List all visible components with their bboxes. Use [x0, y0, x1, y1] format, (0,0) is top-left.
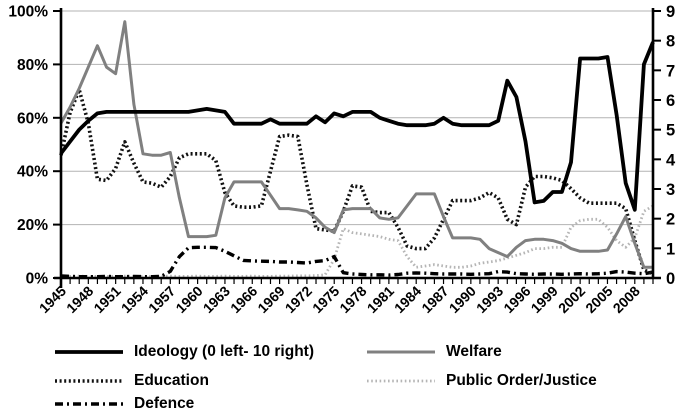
x-tick-label-1972: 1972 [282, 283, 315, 316]
x-tick-label-2008: 2008 [610, 283, 643, 316]
x-tick-label-1969: 1969 [254, 283, 287, 316]
y-right-label-5: 5 [666, 122, 675, 140]
legend-item-ideology: Ideology (0 left- 10 right) [53, 343, 314, 361]
y-right-label-4: 4 [666, 151, 676, 169]
x-tick-label-1981: 1981 [364, 283, 397, 316]
line-chart: 1945194819511954195719601963196619691972… [8, 3, 676, 316]
x-tick-label-1993: 1993 [473, 283, 506, 316]
x-tick-label-1987: 1987 [418, 283, 451, 316]
series-line-public-order-justice [61, 204, 654, 278]
y-right-label-0: 0 [666, 270, 675, 288]
y-left-label-60%: 60% [17, 110, 48, 127]
legend-label-public-order: Public Order/Justice [446, 372, 597, 389]
y-right-label-2: 2 [666, 211, 675, 229]
legend-item-education: Education [53, 372, 209, 390]
x-tick-label-1948: 1948 [63, 283, 96, 316]
defence-line-sample [55, 402, 123, 406]
legend-item-defence: Defence [53, 395, 194, 413]
x-tick-label-1951: 1951 [90, 283, 123, 316]
y-left-label-0%: 0% [26, 271, 49, 288]
y-right-label-3: 3 [666, 181, 675, 199]
series-line-ideology-left-right- [59, 41, 655, 212]
x-tick-label-1996: 1996 [500, 283, 533, 316]
x-axis-ticks [60, 278, 654, 284]
legend-label-ideology: Ideology (0 left- 10 right) [134, 343, 314, 360]
legend-item-public-order: Public Order/Justice [365, 372, 597, 390]
x-tick-label-1945: 1945 [36, 283, 69, 316]
x-tick-label-1966: 1966 [227, 283, 260, 316]
series-line-welfare [59, 20, 653, 269]
x-tick-label-2002: 2002 [555, 283, 588, 316]
y-left-label-100%: 100% [8, 4, 48, 21]
y-right-label-1: 1 [666, 240, 675, 258]
right-axis-labels: 0 1 2 3 4 5 6 7 8 9 [653, 3, 676, 288]
x-tick-label-1963: 1963 [200, 283, 233, 316]
welfare-line-sample [367, 350, 435, 354]
x-tick-label-1990: 1990 [446, 283, 479, 316]
public-order-line-sample [367, 379, 435, 383]
y-right-label-6: 6 [666, 92, 675, 110]
legend-label-welfare: Welfare [446, 343, 502, 360]
legend-label-defence: Defence [134, 395, 195, 412]
x-tick-label-1978: 1978 [336, 283, 369, 316]
x-tick-label-1960: 1960 [172, 283, 205, 316]
legend-label-education: Education [134, 372, 209, 389]
x-tick-label-1999: 1999 [528, 283, 561, 316]
y-right-label-9: 9 [666, 3, 675, 21]
left-axis-labels: 0% 20% 40% 60% 80% 100% [8, 4, 61, 288]
axes [54, 8, 661, 288]
ideology-line-sample [55, 350, 123, 354]
y-left-label-80%: 80% [17, 57, 48, 74]
series-line-defence [60, 245, 654, 279]
data-series [59, 20, 655, 279]
x-tick-label-1957: 1957 [145, 283, 178, 316]
y-left-label-40%: 40% [17, 164, 48, 181]
x-tick-label-2005: 2005 [582, 283, 615, 316]
gridlines [61, 10, 653, 226]
x-tick-label-1984: 1984 [391, 283, 424, 316]
series-line-education [59, 88, 654, 276]
y-left-label-20%: 20% [17, 217, 48, 234]
legend-item-welfare: Welfare [365, 343, 502, 361]
education-line-sample [55, 379, 123, 383]
x-axis-labels: 1945194819511954195719601963196619691972… [36, 283, 643, 316]
y-right-label-8: 8 [666, 33, 675, 51]
x-tick-label-1975: 1975 [309, 283, 342, 316]
y-right-label-7: 7 [666, 62, 675, 80]
x-tick-label-1954: 1954 [118, 283, 151, 316]
